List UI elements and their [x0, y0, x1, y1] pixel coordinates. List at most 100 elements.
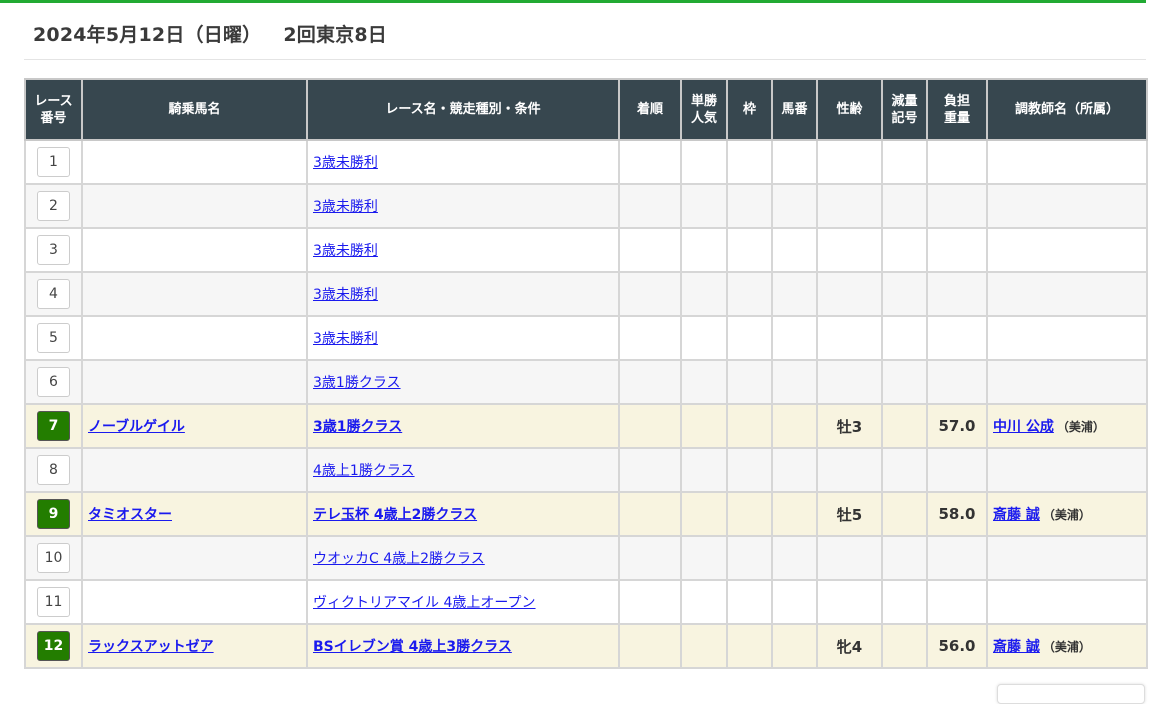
horse-number-cell [771, 447, 818, 493]
trainer-cell [986, 359, 1148, 405]
race-number-button[interactable]: 6 [37, 367, 70, 397]
carried-weight-cell [926, 271, 988, 317]
race-number-cell: 10 [24, 535, 83, 581]
column-header-label: 減量記号 [891, 93, 918, 126]
sex-age-cell: 牝4 [816, 623, 883, 669]
race-number-cell: 8 [24, 447, 83, 493]
trainer-link[interactable]: 斎藤 誠 [993, 507, 1040, 523]
weight-reduction-cell [881, 315, 928, 361]
column-header-horse-name: 騎乗馬名 [81, 78, 308, 141]
race-name-link[interactable]: 3歳未勝利 [313, 331, 378, 347]
column-header-finish: 着順 [618, 78, 682, 141]
race-name-link[interactable]: ヴィクトリアマイル 4歳上オープン [313, 595, 536, 611]
race-number-button[interactable]: 2 [37, 191, 70, 221]
frame-cell [726, 579, 773, 625]
trainer-cell [986, 183, 1148, 229]
race-name-link[interactable]: BSイレブン賞 4歳上3勝クラス [313, 639, 512, 655]
race-name-link[interactable]: ウオッカC 4歳上2勝クラス [313, 551, 485, 567]
race-number-button[interactable]: 8 [37, 455, 70, 485]
weight-reduction-cell [881, 139, 928, 185]
horse-number-cell [771, 271, 818, 317]
trainer-cell [986, 139, 1148, 185]
table-row: 8 4歳上1勝クラス [24, 447, 1148, 493]
table-row: 12 ラックスアットゼア BSイレブン賞 4歳上3勝クラス 牝4 56.0 斎藤 誠（美浦… [24, 623, 1148, 669]
table-row: 2 3歳未勝利 [24, 183, 1148, 229]
race-number-button[interactable]: 10 [37, 543, 70, 573]
sex-age-cell [816, 183, 883, 229]
finish-cell [618, 271, 682, 317]
race-name-link[interactable]: 4歳上1勝クラス [313, 463, 415, 479]
horse-name-cell [81, 315, 308, 361]
table-row: 11 ヴィクトリアマイル 4歳上オープン [24, 579, 1148, 625]
horse-number-cell [771, 227, 818, 273]
horse-name-link[interactable]: ノーブルゲイル [88, 419, 185, 435]
finish-cell [618, 183, 682, 229]
page-top-button[interactable] [997, 684, 1145, 704]
column-header-race-number: レース番号 [24, 78, 83, 141]
column-header-label: 枠 [742, 102, 756, 117]
table-row: 9 タミオスター テレ玉杯 4歳上2勝クラス 牡5 58.0 斎藤 誠（美浦） [24, 491, 1148, 537]
horse-name-cell [81, 183, 308, 229]
page-title: 2024年5月12日（日曜） 2回東京8日 [33, 20, 387, 47]
race-number-button[interactable]: 11 [37, 587, 70, 617]
race-number-button[interactable]: 12 [37, 631, 70, 661]
finish-cell [618, 315, 682, 361]
weight-reduction-cell [881, 623, 928, 669]
race-name-cell: 3歳1勝クラス [306, 359, 620, 405]
trainer-cell [986, 579, 1148, 625]
race-name-link[interactable]: 3歳1勝クラス [313, 419, 403, 435]
trainer-cell [986, 227, 1148, 273]
popularity-cell [680, 183, 728, 229]
trainer-link[interactable]: 中川 公成 [993, 419, 1054, 435]
race-name-cell: 3歳未勝利 [306, 139, 620, 185]
race-table: レース番号 騎乗馬名 レース名・競走種別・条件 着順 単勝人気 枠 馬番 性齢 減量記号 負担重量… [24, 78, 1148, 669]
sex-age-cell [816, 447, 883, 493]
popularity-cell [680, 535, 728, 581]
horse-name-link[interactable]: タミオスター [88, 507, 172, 523]
race-number-button[interactable]: 3 [37, 235, 70, 265]
horse-number-cell [771, 579, 818, 625]
frame-cell [726, 623, 773, 669]
race-number-button[interactable]: 9 [37, 499, 70, 529]
trainer-cell [986, 315, 1148, 361]
frame-cell [726, 403, 773, 449]
horse-name-link[interactable]: ラックスアットゼア [88, 639, 214, 655]
trainer-link[interactable]: 斎藤 誠 [993, 639, 1040, 655]
weight-reduction-cell [881, 447, 928, 493]
horse-number-cell [771, 183, 818, 229]
race-name-link[interactable]: 3歳1勝クラス [313, 375, 401, 391]
race-name-link[interactable]: 3歳未勝利 [313, 243, 378, 259]
race-name-link[interactable]: 3歳未勝利 [313, 155, 378, 171]
race-number-button[interactable]: 4 [37, 279, 70, 309]
table-row: 10 ウオッカC 4歳上2勝クラス [24, 535, 1148, 581]
race-name-link[interactable]: テレ玉杯 4歳上2勝クラス [313, 507, 478, 523]
table-row: 6 3歳1勝クラス [24, 359, 1148, 405]
trainer-affiliation: （美浦） [1042, 508, 1091, 522]
finish-cell [618, 227, 682, 273]
column-header-label: レース番号 [34, 93, 73, 126]
race-name-cell: ヴィクトリアマイル 4歳上オープン [306, 579, 620, 625]
race-name-cell: ウオッカC 4歳上2勝クラス [306, 535, 620, 581]
finish-cell [618, 403, 682, 449]
finish-cell [618, 139, 682, 185]
race-name-link[interactable]: 3歳未勝利 [313, 287, 378, 303]
carried-weight-cell [926, 359, 988, 405]
popularity-cell [680, 623, 728, 669]
race-number-button[interactable]: 7 [37, 411, 70, 441]
trainer-cell: 斎藤 誠（美浦） [986, 623, 1148, 669]
carried-weight-cell: 57.0 [926, 403, 988, 449]
weight-reduction-cell [881, 579, 928, 625]
race-name-link[interactable]: 3歳未勝利 [313, 199, 378, 215]
sex-age-cell [816, 271, 883, 317]
race-number-button[interactable]: 5 [37, 323, 70, 353]
frame-cell [726, 227, 773, 273]
race-number-button[interactable]: 1 [37, 147, 70, 177]
trainer-cell: 斎藤 誠（美浦） [986, 491, 1148, 537]
frame-cell [726, 447, 773, 493]
sex-age-cell [816, 315, 883, 361]
table-header: レース番号 騎乗馬名 レース名・競走種別・条件 着順 単勝人気 枠 馬番 性齢 減量記号 負担重量… [24, 78, 1148, 141]
column-header-label: レース名・競走種別・条件 [385, 102, 541, 117]
race-name-cell: 3歳1勝クラス [306, 403, 620, 449]
race-number-cell: 1 [24, 139, 83, 185]
horse-name-cell: ラックスアットゼア [81, 623, 308, 669]
